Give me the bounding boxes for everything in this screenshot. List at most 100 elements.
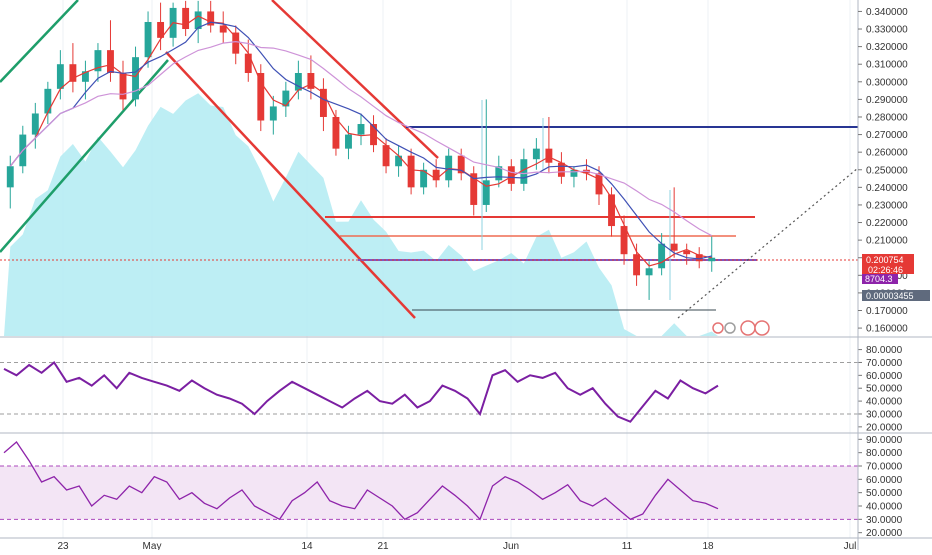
rsi-tick-label-6: 20.0000 (866, 422, 903, 433)
candle-3 (44, 81, 52, 125)
candle-31 (395, 145, 403, 177)
candle-body-3 (44, 88, 52, 114)
rsi-tick-label-1: 70.0000 (866, 358, 903, 369)
down-channel-upper (271, 0, 439, 159)
candle-body-21 (269, 106, 277, 121)
stoch-tick-label-0: 90.0000 (866, 435, 903, 446)
time-tick-label-0: 23 (57, 541, 69, 550)
candle-body-17 (219, 25, 227, 33)
trend-channel-upper (0, 0, 79, 83)
candle-body-36 (457, 155, 465, 174)
event-marker-2[interactable] (724, 322, 736, 334)
main-tick-label-2: 0.320000 (866, 42, 908, 53)
candle-body-25 (319, 88, 327, 117)
candle-body-2 (31, 113, 39, 135)
event-marker-4[interactable] (754, 320, 770, 336)
candle-body-50 (633, 254, 641, 276)
price-tags: 0.200754 02:26:46 8704.3 0.00003455 (862, 254, 930, 301)
ma-lilac (9, 40, 712, 237)
candle-body-37 (470, 173, 478, 205)
candle-21 (269, 95, 277, 135)
candle-30 (382, 138, 390, 174)
main-tick-label-8: 0.260000 (866, 148, 908, 159)
candle-33 (420, 162, 428, 195)
candle-53 (670, 187, 678, 258)
stoch-tick-label-3: 60.0000 (866, 475, 903, 486)
candle-body-38 (482, 180, 490, 205)
candle-body-24 (307, 73, 315, 89)
last-price-tag: 0.200754 (866, 255, 904, 265)
time-tick-label-4: Jun (503, 541, 519, 550)
time-tick-label-1: May (143, 541, 162, 550)
candle-32 (407, 148, 415, 195)
main-tick-label-1: 0.330000 (866, 25, 908, 36)
candle-body-49 (620, 226, 628, 255)
rsi-tick-label-2: 60.0000 (866, 371, 903, 382)
main-tick-label-18: 0.160000 (866, 324, 908, 335)
candle-11 (144, 11, 152, 68)
volume-cloud (4, 93, 718, 336)
candle-body-51 (645, 268, 653, 276)
dotted-trend-line (677, 167, 859, 319)
candle-body-11 (144, 21, 152, 58)
rsi-tick-label-4: 40.0000 (866, 397, 903, 408)
candle-15 (194, 0, 202, 44)
rsi-line (3, 361, 719, 423)
stoch-line (3, 441, 719, 521)
time-tick-label-7: Jul (844, 541, 857, 550)
rsi-tick-label-0: 80.0000 (866, 345, 903, 356)
stoch-tick-label-2: 70.0000 (866, 462, 903, 473)
candle-body-4 (56, 64, 64, 89)
candle-body-26 (332, 116, 340, 149)
candle-body-0 (6, 166, 14, 188)
time-tick-label-5: 11 (622, 541, 633, 550)
candle-body-9 (119, 73, 127, 100)
candle-55 (695, 247, 703, 269)
candle-14 (182, 0, 190, 37)
candle-body-39 (495, 166, 503, 181)
candle-body-14 (182, 7, 190, 30)
main-tick-label-5: 0.290000 (866, 95, 908, 106)
candle-body-12 (157, 21, 165, 38)
candle-27 (345, 125, 352, 160)
candle-39 (495, 155, 503, 188)
candle-12 (157, 2, 165, 51)
volume-tag: 8704.3 (865, 274, 893, 284)
stoch-pane: 90.0000 80.0000 70.0000 60.0000 50.0000 40.00… (0, 435, 903, 539)
time-axis: 23 May 14 21 Jun 11 18 Jul (57, 541, 857, 552)
stoch-tick-label-5: 40.0000 (866, 502, 903, 513)
candle-34 (432, 159, 440, 188)
candle-body-52 (658, 243, 666, 269)
candle-body-10 (132, 57, 139, 100)
time-tick-label-6: 18 (702, 541, 714, 550)
candle-body-56 (708, 257, 716, 262)
countdown-tag-bg (862, 265, 914, 274)
candle-18 (232, 25, 240, 65)
event-marker-1[interactable] (712, 322, 724, 334)
candle-body-15 (194, 11, 202, 30)
event-marker-3[interactable] (740, 320, 756, 336)
candle-43 (545, 116, 553, 174)
down-channel-lower (165, 51, 416, 319)
candle-body-54 (683, 250, 691, 255)
last-price-tag-bg (862, 254, 914, 265)
candle-0 (6, 155, 14, 209)
candle-body-32 (407, 155, 415, 188)
stoch-tick-label-4: 50.0000 (866, 488, 903, 499)
candle-body-48 (608, 194, 615, 227)
candle-body-20 (257, 73, 265, 121)
drawing-tools (0, 0, 859, 319)
event-markers (712, 320, 770, 336)
candle-36 (457, 148, 465, 181)
rsi-tick-label-5: 30.0000 (866, 409, 903, 420)
trend-channel-lower (0, 59, 169, 253)
countdown-tag: 02:26:46 (868, 265, 903, 275)
volume-tag-bg (862, 274, 898, 284)
candle-body-33 (420, 169, 428, 188)
moving-averages (9, 15, 712, 267)
candle-28 (357, 113, 365, 146)
candle-body-45 (570, 169, 578, 177)
stoch-tick-label-6: 30.0000 (866, 515, 903, 526)
main-tick-label-13: 0.210000 (866, 236, 908, 247)
